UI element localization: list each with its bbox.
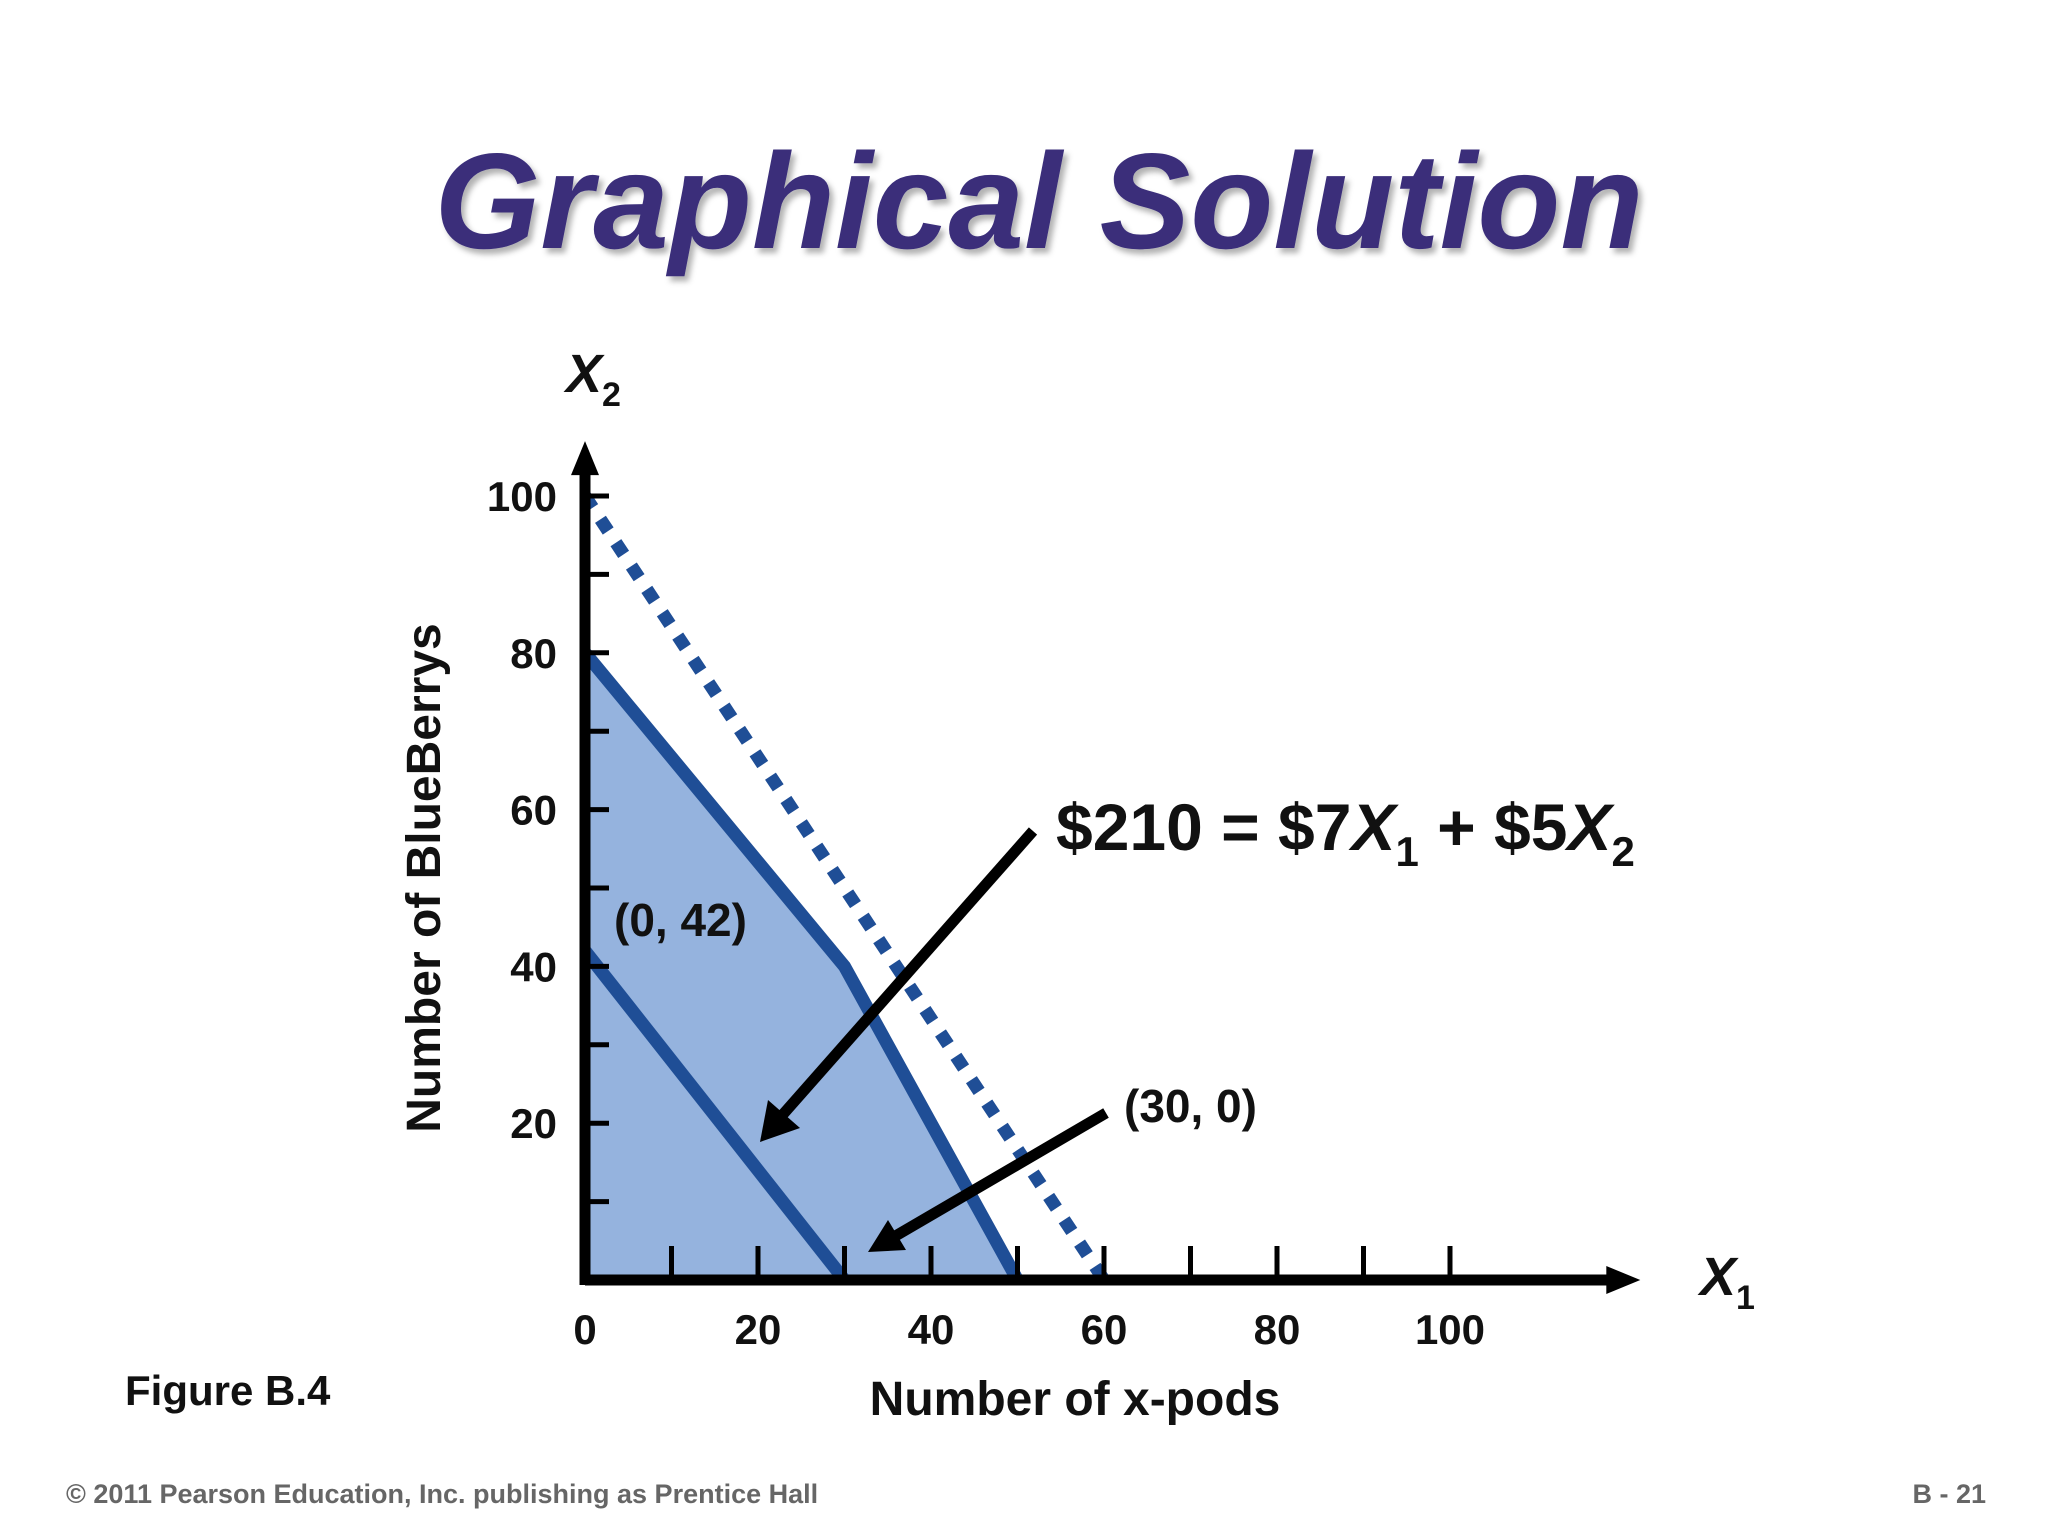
x-tick-label: 100: [1415, 1306, 1485, 1353]
y-tick-label: 100: [487, 473, 557, 520]
page-number: B - 21: [1912, 1479, 1986, 1509]
plot: 0 20 40 60 80 100 20 40 60 80 100: [487, 441, 1641, 1353]
constraint-line: [579, 648, 1024, 1284]
x-tick-label: 80: [1254, 1306, 1301, 1353]
y-tick-label: 60: [510, 787, 557, 834]
x-tick-label: 40: [908, 1306, 955, 1353]
equation-var: X: [1563, 790, 1615, 864]
y-axis-arrow: [571, 441, 599, 476]
slide-title: Graphical Solution: [435, 125, 1644, 277]
callout-arrows: [760, 827, 1109, 1252]
x-axis-label: Number of x-pods: [870, 1373, 1281, 1426]
y-tick-label: 20: [510, 1100, 557, 1147]
y-tick-label: 40: [510, 943, 557, 990]
isoprofit-line: [579, 946, 850, 1285]
y-axis-label: Number of BlueBerrys: [398, 623, 451, 1132]
x-tick-label: 20: [735, 1306, 782, 1353]
y-axis-sub: 2: [602, 376, 621, 414]
copyright: © 2011 Pearson Education, Inc. publishin…: [66, 1479, 818, 1509]
x-axis-arrow: [1606, 1266, 1641, 1294]
x-tick-label: 60: [1081, 1306, 1128, 1353]
x-axis-letter: X: [1697, 1247, 1739, 1307]
annotation: (30, 0): [1124, 1080, 1257, 1132]
x-tick-label: 0: [573, 1306, 596, 1353]
arrow-line: [773, 827, 1038, 1124]
x-axis-name: X1: [1697, 1247, 1755, 1317]
equation-var: X: [1347, 790, 1399, 864]
y-axis-letter: X: [563, 344, 605, 404]
feasible-region: [585, 652, 1018, 1280]
arrow-head: [868, 1220, 906, 1252]
arrow-head: [760, 1100, 800, 1142]
y-axis-name: X2: [563, 344, 621, 414]
equation-sub: 1: [1395, 828, 1418, 875]
equation-sub: 2: [1612, 828, 1635, 875]
figure-label: Figure B.4: [125, 1367, 331, 1414]
equation-part: $210 = $7: [1056, 790, 1351, 864]
y-tick-label: 80: [510, 630, 557, 677]
equation: $210 = $7X1 + $5X2: [1056, 790, 1635, 875]
equation-part: + $5: [1419, 790, 1568, 864]
arrow-line: [889, 1108, 1109, 1243]
annotation: (0, 42): [614, 894, 747, 946]
x-axis-sub: 1: [1736, 1279, 1755, 1317]
